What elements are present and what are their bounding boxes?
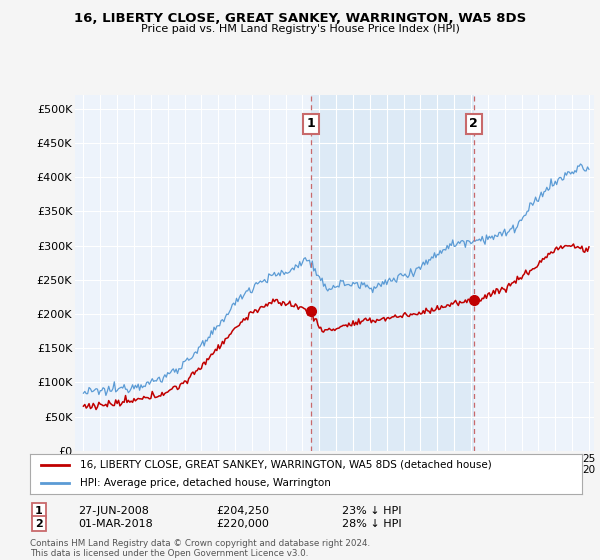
Text: 01-MAR-2018: 01-MAR-2018 <box>78 519 153 529</box>
Text: Price paid vs. HM Land Registry's House Price Index (HPI): Price paid vs. HM Land Registry's House … <box>140 24 460 34</box>
Text: £204,250: £204,250 <box>216 506 269 516</box>
Bar <box>311 95 474 451</box>
Text: 1: 1 <box>307 118 315 130</box>
Text: Contains HM Land Registry data © Crown copyright and database right 2024.
This d: Contains HM Land Registry data © Crown c… <box>30 539 370 558</box>
Text: 27-JUN-2008: 27-JUN-2008 <box>78 506 149 516</box>
Text: 1: 1 <box>35 506 43 516</box>
Text: £220,000: £220,000 <box>216 519 269 529</box>
Text: 2: 2 <box>469 118 478 130</box>
Text: 28% ↓ HPI: 28% ↓ HPI <box>342 519 401 529</box>
Text: 2: 2 <box>35 519 43 529</box>
Text: 16, LIBERTY CLOSE, GREAT SANKEY, WARRINGTON, WA5 8DS (detached house): 16, LIBERTY CLOSE, GREAT SANKEY, WARRING… <box>80 460 491 470</box>
Text: 23% ↓ HPI: 23% ↓ HPI <box>342 506 401 516</box>
Text: HPI: Average price, detached house, Warrington: HPI: Average price, detached house, Warr… <box>80 478 331 488</box>
Text: 16, LIBERTY CLOSE, GREAT SANKEY, WARRINGTON, WA5 8DS: 16, LIBERTY CLOSE, GREAT SANKEY, WARRING… <box>74 12 526 25</box>
